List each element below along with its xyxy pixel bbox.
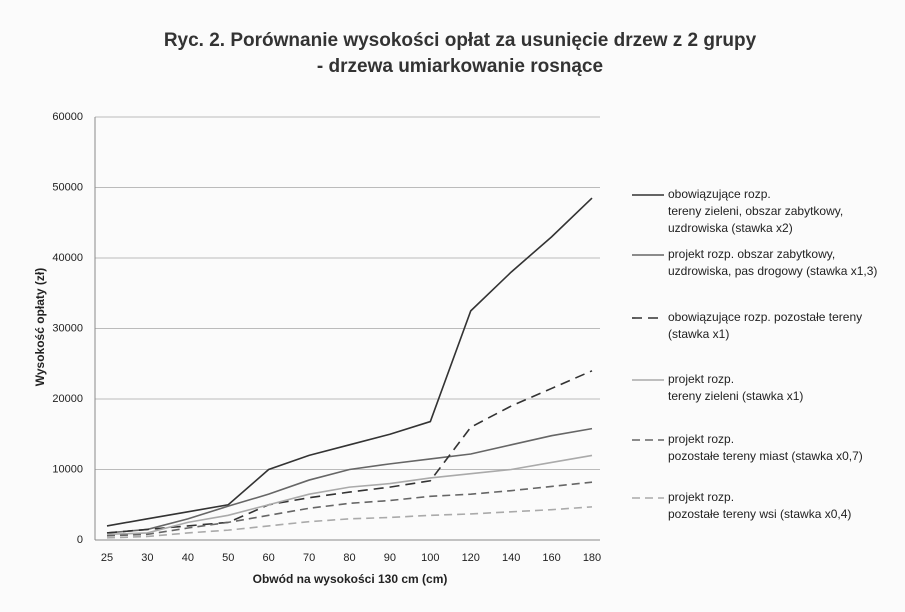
x-tick-label: 40 bbox=[182, 552, 194, 564]
y-tick-label: 20000 bbox=[52, 393, 83, 405]
x-tick-label: 80 bbox=[343, 552, 355, 564]
legend-entry: projekt rozp. pozostałe tereny wsi (staw… bbox=[668, 490, 852, 521]
legend-entry: projekt rozp. tereny zieleni (stawka x1) bbox=[668, 372, 804, 403]
series-line bbox=[106, 481, 593, 537]
x-tick-label: 70 bbox=[303, 552, 315, 564]
legend-entry: obowiązujące rozp. tereny zieleni, obsza… bbox=[668, 187, 844, 235]
series-line bbox=[106, 454, 593, 536]
legend-entry: projekt rozp. pozostałe tereny miast (st… bbox=[668, 432, 863, 463]
series-line bbox=[106, 506, 593, 539]
series-line bbox=[106, 427, 593, 534]
x-tick-label: 100 bbox=[421, 552, 439, 564]
x-axis-label: Obwód na wysokości 130 cm (cm) bbox=[252, 572, 448, 586]
chart-title: Ryc. 2. Porównanie wysokości opłat za us… bbox=[163, 30, 757, 77]
y-tick-label: 50000 bbox=[52, 181, 83, 193]
x-tick-label: 120 bbox=[462, 552, 480, 564]
y-tick-label: 0 bbox=[77, 534, 83, 546]
x-tick-label: 30 bbox=[141, 552, 153, 564]
y-tick-label: 40000 bbox=[52, 252, 83, 264]
series-line bbox=[106, 197, 593, 527]
x-tick-label: 90 bbox=[384, 552, 396, 564]
y-tick-label: 10000 bbox=[52, 463, 83, 475]
x-tick-label: 60 bbox=[263, 552, 275, 564]
y-tick-label: 30000 bbox=[52, 322, 83, 334]
legend-entry: obowiązujące rozp. pozostałe tereny (sta… bbox=[668, 310, 863, 341]
x-tick-label: 50 bbox=[222, 552, 234, 564]
x-tick-label: 25 bbox=[101, 552, 113, 564]
series-line bbox=[106, 370, 593, 534]
x-tick-label: 140 bbox=[502, 552, 520, 564]
legend-entry: projekt rozp. obszar zabytkowy, uzdrowis… bbox=[668, 247, 878, 278]
x-tick-label: 180 bbox=[583, 552, 601, 564]
x-tick-label: 160 bbox=[542, 552, 560, 564]
y-tick-label: 60000 bbox=[52, 111, 83, 123]
